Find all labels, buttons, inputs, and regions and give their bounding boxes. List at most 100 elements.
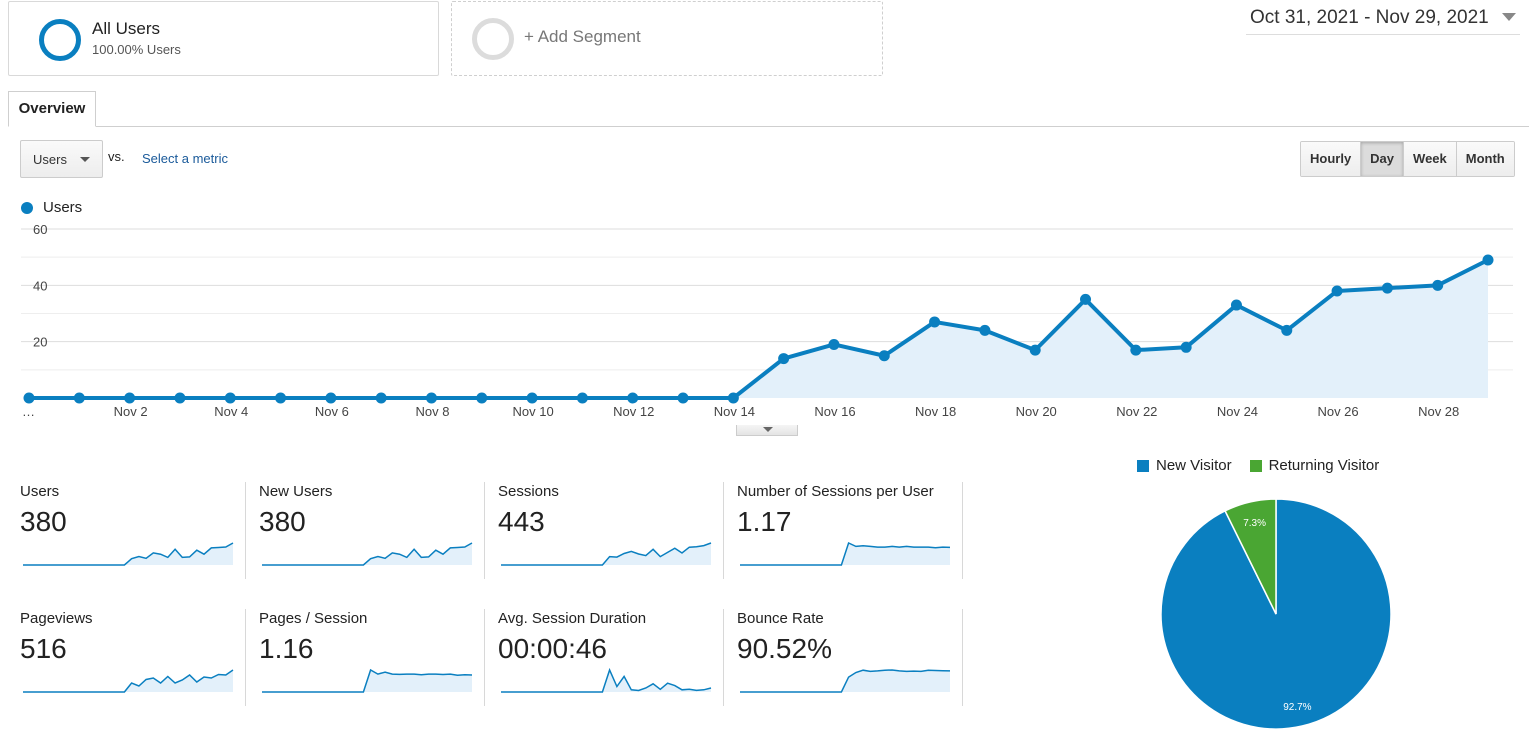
select-metric-link[interactable]: Select a metric [142, 151, 228, 166]
metric-label: Pageviews [20, 610, 93, 627]
data-point [979, 324, 991, 336]
data-point [1080, 293, 1092, 305]
day-button[interactable]: Day [1361, 142, 1405, 176]
data-point [576, 392, 588, 404]
metric-sparkline [262, 668, 473, 693]
legend-item-new-visitor[interactable]: New Visitor [1137, 457, 1232, 474]
x-tick-label: Nov 28 [1418, 404, 1459, 419]
granularity-toggle: Hourly Day Week Month [1300, 141, 1515, 177]
users-line-chart: 20 40 60 … Nov 2 Nov 4 Nov 6 Nov 8 Nov 10 Nov 12 N… [21, 222, 1513, 419]
metric-dropdown[interactable]: Users [20, 140, 103, 178]
week-button[interactable]: Week [1404, 142, 1457, 176]
metric-sparkline [740, 541, 951, 566]
sparkline-line [501, 542, 712, 566]
segment-all-users[interactable]: All Users 100.00% Users [8, 1, 439, 76]
segment-ring-icon [39, 19, 81, 61]
metric-card-sessions[interactable]: Sessions 443 [498, 483, 723, 581]
date-range-text: Oct 31, 2021 - Nov 29, 2021 [1250, 7, 1489, 28]
metric-card-users[interactable]: Users 380 [20, 483, 245, 581]
metric-label: Users [20, 483, 60, 500]
data-point [727, 392, 739, 404]
card-divider [962, 609, 963, 706]
data-point [1230, 299, 1242, 311]
add-segment-button[interactable]: + Add Segment [451, 1, 883, 76]
data-point [828, 338, 840, 350]
data-point [73, 392, 85, 404]
sparkline-line [262, 542, 473, 566]
data-point [275, 392, 287, 404]
y-tick-label: 20 [33, 335, 47, 350]
sparkline-line [23, 542, 234, 566]
data-point [1281, 324, 1293, 336]
data-point [224, 392, 236, 404]
visitor-type-pie-chart: 92.7% 7.3% [1160, 498, 1392, 730]
data-point [425, 392, 437, 404]
vs-label: vs. [108, 149, 125, 164]
metric-sparkline [262, 542, 473, 566]
metric-sparkline [23, 542, 234, 566]
metric-value: 00:00:46 [498, 633, 607, 664]
sparkline-line [740, 541, 951, 566]
add-segment-label: + Add Segment [524, 27, 641, 46]
data-point [23, 392, 35, 404]
metric-label: Sessions [498, 483, 559, 500]
tab-bar-divider [8, 126, 1529, 127]
data-point [1482, 254, 1494, 266]
metric-card-new-users[interactable]: New Users 380 [259, 483, 484, 581]
month-button[interactable]: Month [1456, 142, 1514, 176]
pie-legend: New Visitor Returning Visitor [1137, 457, 1379, 474]
metric-card-bounce-rate[interactable]: Bounce Rate 90.52% [737, 610, 962, 708]
data-point [929, 316, 941, 328]
data-point [1029, 344, 1041, 356]
series-area [29, 259, 1488, 398]
y-tick-label: 40 [33, 278, 47, 293]
x-tick-label: Nov 22 [1116, 404, 1157, 419]
metric-label: New Users [259, 483, 333, 500]
metric-card-pages-per-session[interactable]: Pages / Session 1.16 [259, 610, 484, 708]
data-point [124, 392, 136, 404]
metric-value: 443 [498, 506, 545, 537]
sparkline-line [740, 669, 951, 693]
legend-item-returning-visitor[interactable]: Returning Visitor [1249, 457, 1379, 474]
metric-card-avg-session-duration[interactable]: Avg. Session Duration 00:00:46 [498, 610, 723, 708]
date-range-picker[interactable]: Oct 31, 2021 - Nov 29, 2021 [1246, 4, 1520, 35]
tab-overview[interactable]: Overview [8, 91, 96, 127]
data-point [526, 392, 538, 404]
metric-value: 380 [20, 506, 67, 537]
data-point [627, 392, 639, 404]
data-point [174, 392, 186, 404]
data-point [375, 392, 387, 404]
chevron-down-icon [1502, 13, 1516, 21]
data-point [1432, 279, 1444, 291]
hourly-button[interactable]: Hourly [1301, 142, 1362, 176]
card-divider [962, 482, 963, 579]
pie-slice-label: 92.7% [1283, 702, 1311, 713]
sparkline-line [262, 668, 473, 693]
empty-segment-ring-icon [472, 18, 514, 60]
returning-visitor-swatch [1249, 459, 1262, 472]
data-point [878, 350, 890, 362]
metric-sparkline [501, 542, 712, 566]
chart-collapse-toggle[interactable] [736, 425, 798, 436]
metric-value: 1.16 [259, 633, 314, 664]
metric-label: Avg. Session Duration [498, 610, 647, 627]
data-point [1130, 344, 1142, 356]
sparkline-line [23, 669, 234, 693]
card-divider [484, 609, 485, 706]
data-point [476, 392, 488, 404]
chevron-down-icon [763, 427, 773, 432]
new-visitor-swatch [1137, 459, 1149, 472]
sparkline-area [262, 543, 472, 565]
metric-value: 1.17 [737, 506, 792, 537]
metric-label: Number of Sessions per User [737, 483, 934, 500]
card-divider [245, 482, 246, 579]
metric-card-pageviews[interactable]: Pageviews 516 [20, 610, 245, 708]
metric-label: Bounce Rate [737, 610, 824, 627]
card-divider [484, 482, 485, 579]
data-point [778, 353, 790, 365]
card-divider [723, 609, 724, 706]
x-tick-label: Nov 10 [513, 404, 554, 419]
metric-card-sessions-per-user[interactable]: Number of Sessions per User 1.17 [737, 483, 962, 581]
segment-title: All Users [92, 19, 161, 38]
data-point [1180, 341, 1192, 353]
